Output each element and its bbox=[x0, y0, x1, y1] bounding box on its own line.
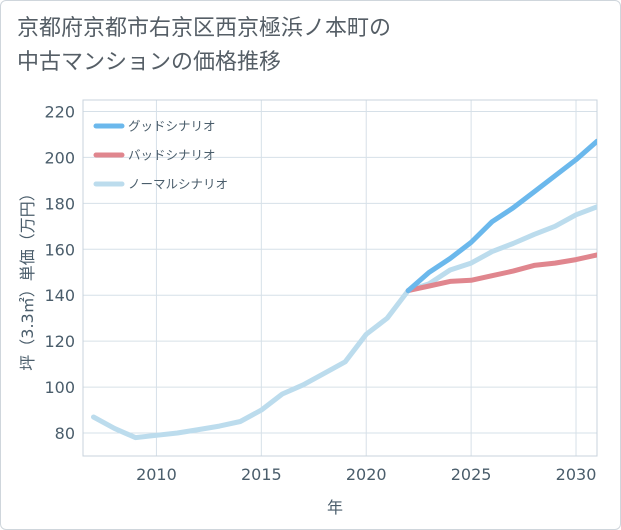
plot-area bbox=[82, 99, 598, 457]
series-line-1 bbox=[405, 252, 597, 294]
x-tick-label: 2010 bbox=[136, 465, 177, 484]
y-axis-label: 坪（3.3㎡）単価（万円） bbox=[18, 185, 37, 370]
chart-title-line-1: 京都府京都市右京区西京極浜ノ本町の bbox=[17, 16, 392, 41]
chart-title-line-2: 中古マンションの価格推移 bbox=[17, 50, 282, 75]
y-tick-label: 100 bbox=[44, 378, 75, 397]
y-tick-label: 160 bbox=[44, 240, 75, 259]
legend-label-0: グッドシナリオ bbox=[128, 119, 216, 134]
x-tick-label: 2020 bbox=[346, 465, 387, 484]
legend-label-1: バッドシナリオ bbox=[128, 148, 216, 163]
x-tick-label: 2025 bbox=[451, 465, 492, 484]
y-tick-label: 200 bbox=[44, 148, 75, 167]
series-line-0 bbox=[405, 138, 597, 294]
series-line-2 bbox=[91, 204, 597, 441]
x-tick-label: 2030 bbox=[556, 465, 597, 484]
y-tick-label: 180 bbox=[44, 194, 75, 213]
y-tick-label: 120 bbox=[44, 332, 75, 351]
y-tick-label: 220 bbox=[44, 102, 75, 121]
x-axis-label: 年 bbox=[327, 498, 343, 517]
legend-label-2: ノーマルシナリオ bbox=[128, 177, 228, 192]
chart-title: 京都府京都市右京区西京極浜ノ本町の 中古マンションの価格推移 bbox=[17, 12, 607, 80]
x-tick-label: 2015 bbox=[241, 465, 282, 484]
y-tick-label: 80 bbox=[55, 424, 75, 443]
y-tick-label: 140 bbox=[44, 286, 75, 305]
